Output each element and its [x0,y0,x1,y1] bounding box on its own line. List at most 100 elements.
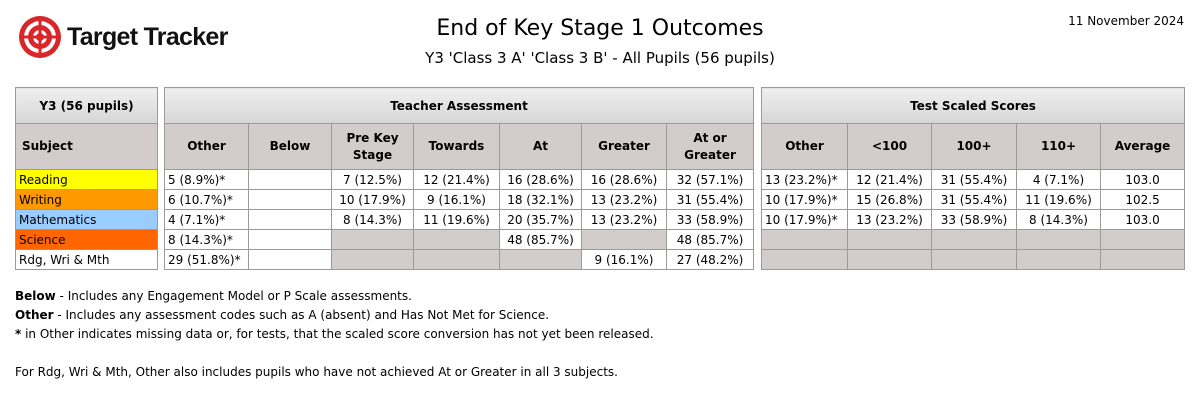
report-subtitle: Y3 'Class 3 A' 'Class 3 B' - All Pupils … [425,49,775,67]
note-other: Other - Includes any assessment codes su… [15,308,550,322]
ta-cell: 4 (7.1%)* [164,209,249,230]
ta-cell [248,209,332,230]
ta-cell: 10 (17.9%) [331,189,414,210]
subject-row: Reading [15,169,158,190]
ts-cell [761,249,848,270]
ta-cell: 6 (10.7%)* [164,189,249,210]
brand-logo: Target Tracker [18,14,228,60]
subject-table: Y3 (56 pupils) Subject Reading Writing Mat… [15,87,158,270]
ta-cell [248,189,332,210]
subject-row: Rdg, Wri & Mth [15,249,158,270]
ta-cell [331,229,414,250]
ta-cell: 9 (16.1%) [413,189,500,210]
ta-cell [413,249,500,270]
ts-cell: 8 (14.3%) [1016,209,1101,230]
ta-cell [581,229,667,250]
ta-cell: 29 (51.8%)* [164,249,249,270]
ta-cell [248,249,332,270]
ta-cell: 12 (21.4%) [413,169,500,190]
ta-row: 5 (8.9%)* 7 (12.5%) 12 (21.4%) 16 (28.6%) 16… [164,169,755,190]
subject-row: Mathematics [15,209,158,230]
ts-row [761,249,1186,270]
target-icon [19,16,61,58]
ts-cell [761,229,848,250]
note-star: * in Other indicates missing data or, fo… [15,327,654,341]
ta-cell: 11 (19.6%) [413,209,500,230]
ta-cell: 5 (8.9%)* [164,169,249,190]
ts-column-header: 100+ [931,123,1017,170]
subject-row: Science [15,229,158,250]
subject-label: Writing [15,189,158,210]
ts-column-header: 110+ [1016,123,1101,170]
ts-row [761,229,1186,250]
ta-cell: 9 (16.1%) [581,249,667,270]
ta-cell: 33 (58.9%) [665,209,755,230]
ta-column-header: Below [248,123,332,170]
ta-cell: 8 (14.3%) [331,209,414,230]
ta-cell: 18 (32.1%) [499,189,582,210]
ts-cell [847,249,932,270]
ta-column-header: At or Greater [665,123,755,170]
test-scaled-scores-table: Test Scaled Scores Other <100 100+ 110+ Aver… [760,87,1186,270]
ts-cell: 12 (21.4%) [847,169,932,190]
ta-cell: 48 (85.7%) [499,229,582,250]
ta-row: 29 (51.8%)* 9 (16.1%) 27 (48.2%) [164,249,755,270]
ta-row: 6 (10.7%)* 10 (17.9%) 9 (16.1%) 18 (32.1%) 1… [164,189,755,210]
ta-cell: 20 (35.7%) [499,209,582,230]
ts-column-header: Other [761,123,848,170]
ts-row: 10 (17.9%)* 13 (23.2%) 33 (58.9%) 8 (14.3%)… [761,209,1186,230]
ta-cell: 48 (85.7%) [665,229,755,250]
ta-column-header: Other [164,123,249,170]
ts-cell [1016,229,1101,250]
ts-cell [931,249,1017,270]
ta-cell: 31 (55.4%) [665,189,755,210]
notes: Below - Includes any Engagement Model or… [15,287,654,382]
ts-cell [1016,249,1101,270]
ta-column-header: At [499,123,582,170]
ts-row: 13 (23.2%)* 12 (21.4%) 31 (55.4%) 4 (7.1%) 1… [761,169,1186,190]
ts-cell [847,229,932,250]
teacher-assessment-title: Teacher Assessment [163,87,755,124]
subject-row: Writing [15,189,158,210]
ta-cell: 16 (28.6%) [581,169,667,190]
ta-row: 8 (14.3%)* 48 (85.7%) 48 (85.7%) [164,229,755,250]
ts-cell: 15 (26.8%) [847,189,932,210]
ta-cell: 7 (12.5%) [331,169,414,190]
ta-column-header: Towards [413,123,500,170]
ts-cell: 31 (55.4%) [931,189,1017,210]
ta-cell: 27 (48.2%) [665,249,755,270]
ta-cell: 13 (23.2%) [581,209,667,230]
ta-cell [413,229,500,250]
subject-label: Mathematics [15,209,158,230]
ta-cell [248,229,332,250]
note-rdg-wri-mth: For Rdg, Wri & Mth, Other also includes … [15,365,618,379]
ts-row: 10 (17.9%)* 15 (26.8%) 31 (55.4%) 11 (19.6%… [761,189,1186,210]
report-date: 11 November 2024 [1068,14,1184,28]
teacher-assessment-table: Teacher Assessment Other Below Pre Key Sta… [163,87,755,270]
ta-cell: 13 (23.2%) [581,189,667,210]
ta-cell [499,249,582,270]
group-header: Y3 (56 pupils) [15,87,158,124]
subject-label: Science [15,229,158,250]
test-scaled-scores-title: Test Scaled Scores [760,87,1186,124]
ta-row: 4 (7.1%)* 8 (14.3%) 11 (19.6%) 20 (35.7%) 13… [164,209,755,230]
ts-cell: 31 (55.4%) [931,169,1017,190]
subject-column-header: Subject [15,123,158,170]
ts-cell: 102.5 [1099,189,1186,210]
ts-cell: 103.0 [1099,169,1186,190]
note-below: Below - Includes any Engagement Model or… [15,289,412,303]
ts-column-header: Average [1099,123,1186,170]
subject-label: Rdg, Wri & Mth [15,249,158,270]
ta-cell: 16 (28.6%) [499,169,582,190]
ts-cell: 4 (7.1%) [1016,169,1101,190]
ts-cell [1099,249,1186,270]
ta-cell: 8 (14.3%)* [164,229,249,250]
brand-name: Target Tracker [67,22,228,51]
subject-label: Reading [15,169,158,190]
ts-cell: 10 (17.9%)* [761,209,848,230]
ta-column-header: Greater [581,123,667,170]
ts-cell: 10 (17.9%)* [761,189,848,210]
ts-cell: 11 (19.6%) [1016,189,1101,210]
ts-cell: 13 (23.2%) [847,209,932,230]
ts-cell: 33 (58.9%) [931,209,1017,230]
